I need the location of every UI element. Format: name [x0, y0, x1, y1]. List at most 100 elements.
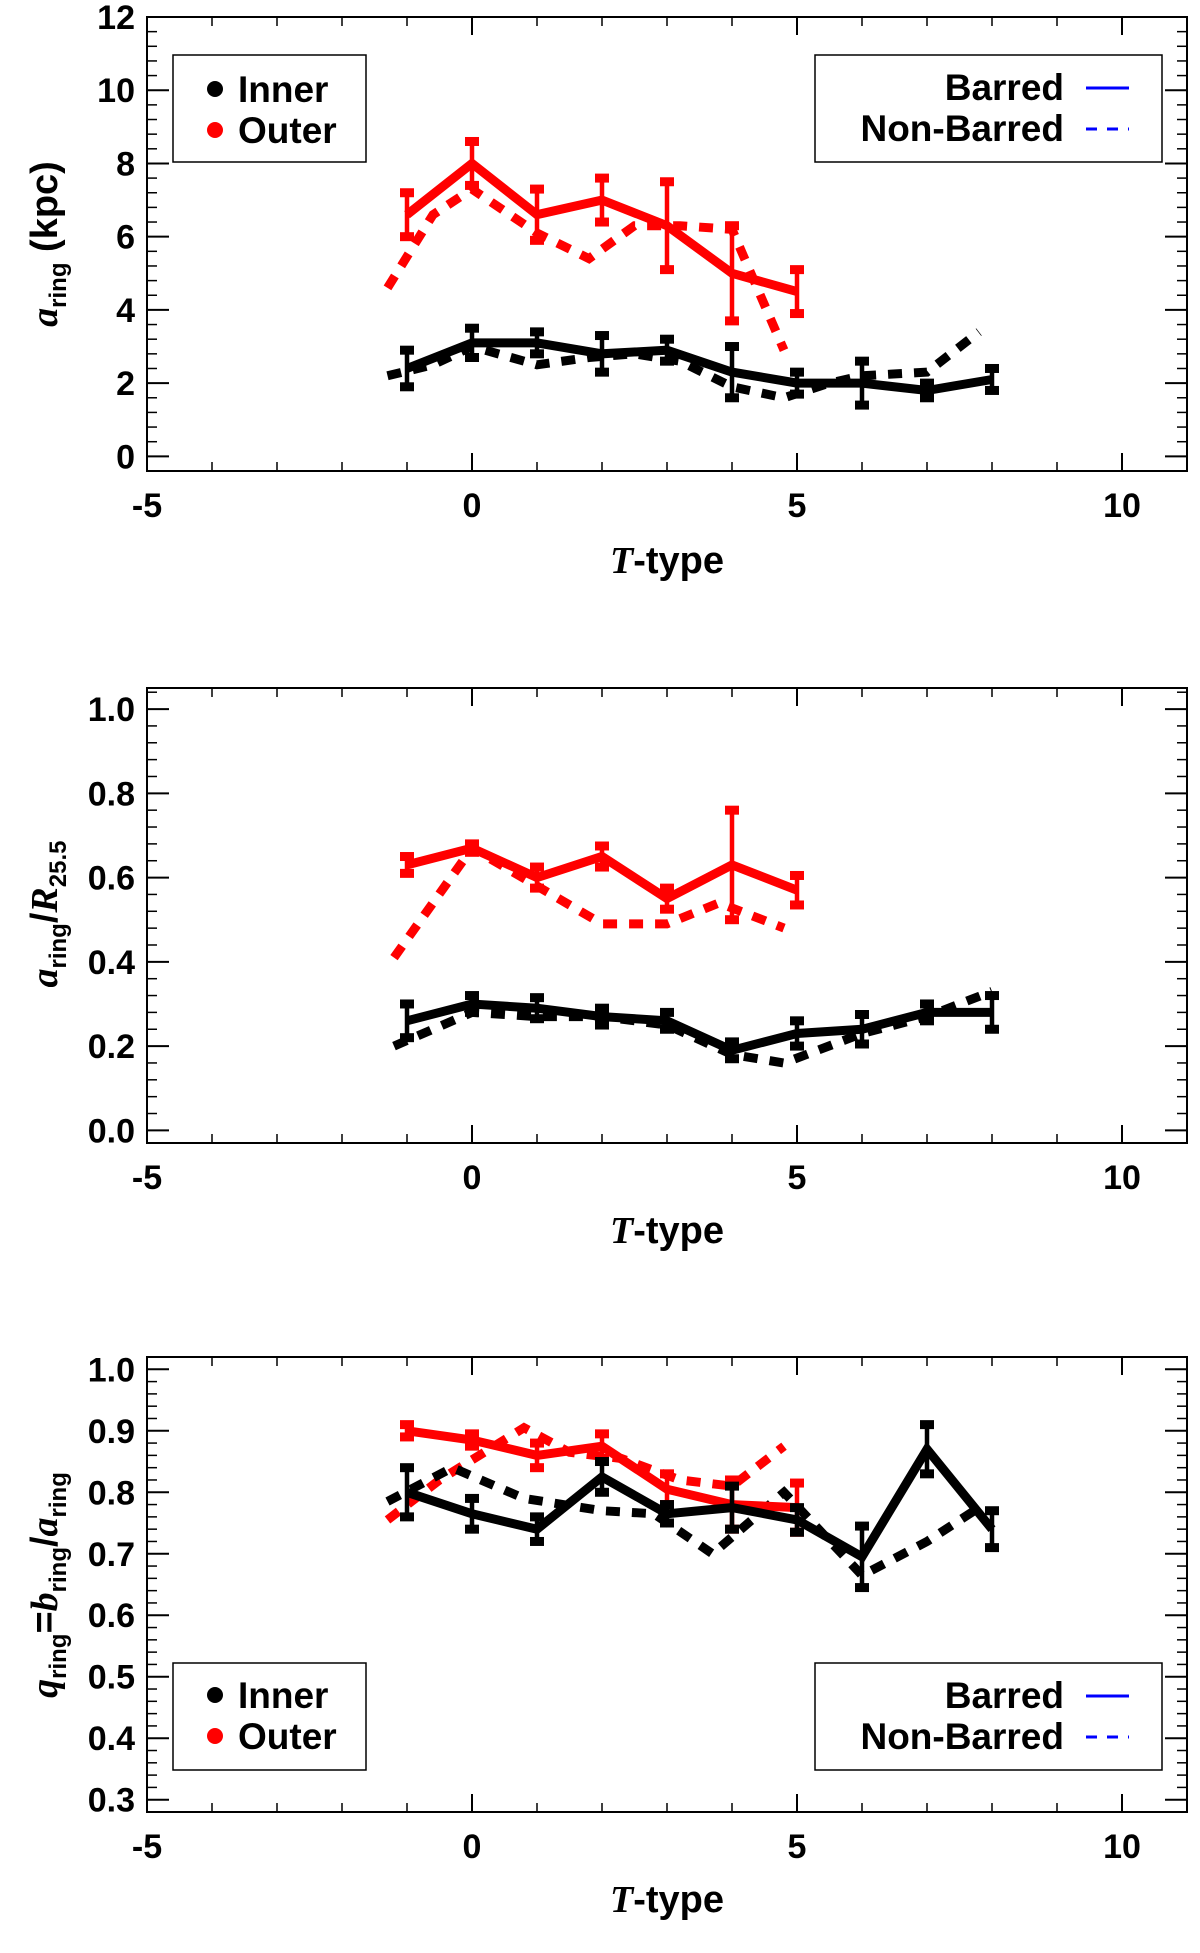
error-bar	[920, 1420, 934, 1479]
x-tick-label: -5	[132, 487, 162, 525]
error-bar	[530, 1438, 544, 1473]
y-tick-label: 0	[116, 438, 135, 476]
series-line-inner-barred	[405, 338, 993, 396]
legend-label-non-barred: Non-Barred	[860, 108, 1064, 149]
series-line-outer-non-barred	[383, 183, 789, 352]
error-bar	[465, 1429, 479, 1451]
y-tick-label: 0.6	[88, 860, 135, 898]
error-bar	[595, 841, 609, 872]
series-line-inner-barred	[405, 1441, 996, 1563]
inner-outer-legend: Inner Outer	[172, 54, 367, 163]
error-bar	[530, 184, 544, 245]
error-bar	[725, 1481, 739, 1534]
y-tick-label: 8	[116, 145, 135, 183]
error-bar	[985, 991, 999, 1034]
legend-marker-inner	[207, 81, 223, 97]
error-bar	[660, 1500, 674, 1528]
x-tick-label: 10	[1103, 487, 1141, 525]
error-bar	[465, 136, 479, 190]
y-tick-label: 0.4	[88, 944, 135, 982]
x-axis-label: T-type	[610, 1879, 724, 1921]
error-bar	[400, 1463, 414, 1522]
legend-label-inner: Inner	[238, 69, 328, 110]
y-tick-label: 2	[116, 365, 135, 403]
legend-marker-outer	[207, 122, 223, 138]
error-bar	[400, 1420, 414, 1442]
y-tick-label: 6	[116, 219, 135, 257]
x-tick-label: 5	[788, 1828, 807, 1866]
error-bar	[855, 356, 869, 410]
error-bar	[465, 839, 479, 857]
legend-label-outer: Outer	[238, 1716, 337, 1757]
x-tick-label: 0	[463, 1828, 482, 1866]
x-tick-label: 0	[463, 487, 482, 525]
inner-outer-legend: Inner Outer	[172, 1662, 367, 1771]
y-tick-label: 0.3	[88, 1782, 135, 1820]
y-tick-label: 1.0	[88, 691, 135, 729]
error-bar	[790, 265, 804, 319]
error-bar	[465, 991, 479, 1017]
legend-box	[172, 54, 367, 163]
bar-type-legend: Barred Non-Barred	[814, 1662, 1163, 1771]
legend-marker-outer	[207, 1728, 223, 1744]
x-axis-label: T-type	[610, 540, 724, 582]
error-bar	[985, 363, 999, 395]
legend-label-barred: Barred	[945, 67, 1064, 108]
bar-type-legend: Barred Non-Barred	[814, 54, 1163, 163]
legend-box	[814, 54, 1163, 163]
error-bar	[465, 323, 479, 362]
x-tick-label: -5	[132, 1159, 162, 1197]
panel-normalized-ring-size: -5 0 5 10 0.0 0.2 0.4 0.6 0.8 1.0 T-type aring/R2…	[24, 687, 1188, 1252]
x-tick-label: -5	[132, 1828, 162, 1866]
error-bar	[595, 331, 609, 377]
x-tick-label: 0	[463, 1159, 482, 1197]
legend-label-inner: Inner	[238, 1675, 328, 1716]
x-tick-label: 5	[788, 487, 807, 525]
y-tick-label: 0.7	[88, 1536, 135, 1574]
y-tick-label: 0.0	[88, 1112, 135, 1150]
y-tick-label: 0.9	[88, 1413, 135, 1451]
error-bar	[920, 378, 934, 403]
y-tick-label: 0.5	[88, 1659, 135, 1697]
error-bar	[660, 883, 674, 914]
legend-marker-inner	[207, 1687, 223, 1703]
y-tick-label: 12	[97, 0, 135, 37]
y-tick-label: 0.8	[88, 1474, 135, 1512]
y-tick-label: 1.0	[88, 1351, 135, 1389]
legend-label-barred: Barred	[945, 1675, 1064, 1716]
error-bar	[790, 870, 804, 910]
error-bar	[790, 1503, 804, 1537]
y-tick-label: 0.8	[88, 775, 135, 813]
x-tick-label: 5	[788, 1159, 807, 1197]
y-tick-label: 4	[116, 292, 135, 330]
error-bar	[725, 221, 739, 326]
error-bar	[660, 334, 674, 366]
y-tick-label: 0.4	[88, 1720, 135, 1758]
y-axis-label: qring=bring/aring	[24, 1472, 72, 1698]
error-bar	[400, 852, 414, 878]
y-tick-label: 0.2	[88, 1028, 135, 1066]
error-bar	[725, 1037, 739, 1064]
error-bar	[595, 173, 609, 227]
x-tick-label: 10	[1103, 1828, 1141, 1866]
error-bar	[790, 367, 804, 399]
legend-label-outer: Outer	[238, 110, 337, 151]
error-bar	[660, 1007, 674, 1034]
y-axis-label: aring (kpc)	[24, 161, 72, 327]
error-bar	[660, 177, 674, 275]
error-bar	[725, 805, 739, 925]
error-bar	[400, 999, 414, 1043]
error-bar	[790, 1016, 804, 1051]
error-bar	[465, 1493, 479, 1534]
legend-label-non-barred: Non-Barred	[860, 1716, 1064, 1757]
error-bar	[985, 1506, 999, 1553]
panel-ring-axis-ratio: -5 0 5 10 0.3 0.4 0.5 0.6 0.7 0.8 0.9 1.0 Inner Out…	[24, 1351, 1188, 1921]
error-bar	[595, 1003, 609, 1030]
error-bar	[400, 188, 414, 242]
x-axis-label: T-type	[610, 1210, 724, 1252]
y-axis-label: aring/R25.5	[24, 841, 72, 988]
error-bar	[595, 1457, 609, 1497]
error-bar	[400, 345, 414, 392]
legend-box	[172, 1662, 367, 1771]
